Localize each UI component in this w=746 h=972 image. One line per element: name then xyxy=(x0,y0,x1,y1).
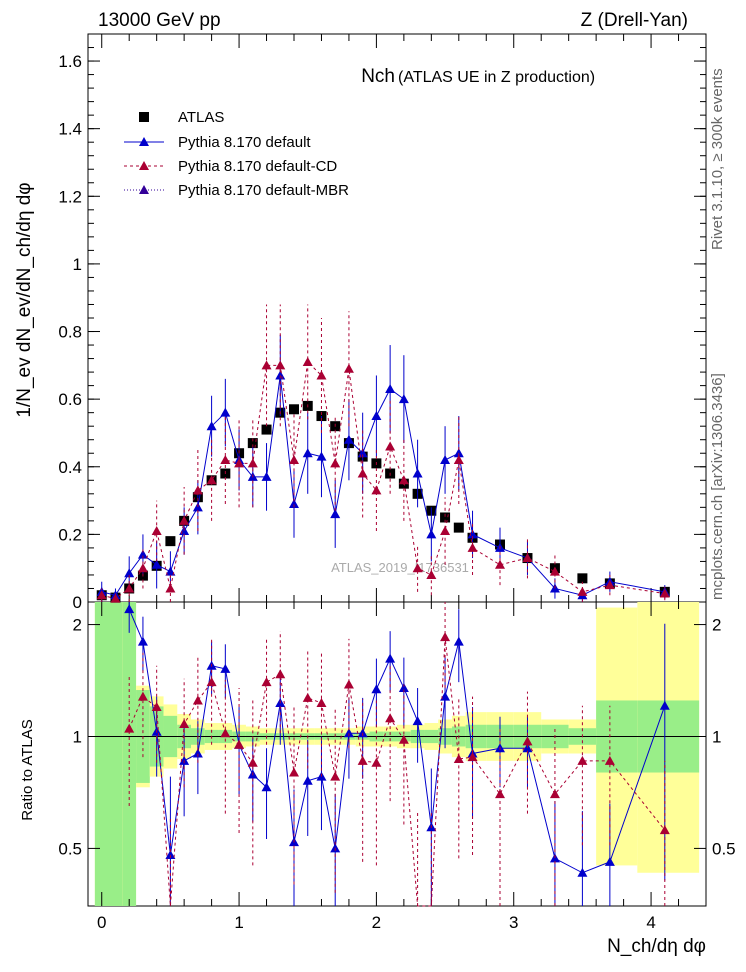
ratio-y-tick-label-right: 2 xyxy=(712,616,721,635)
main-y-axis-label: 1/N_ev dN_ev/dN_ch/dη dφ xyxy=(14,182,35,417)
ratio-point xyxy=(192,695,203,705)
atlas-point xyxy=(453,522,464,533)
uncertainty-band-green xyxy=(94,602,123,906)
ratio-point xyxy=(577,755,588,765)
legend-mbr-label: Pythia 8.170 default-MBR xyxy=(178,182,349,199)
header-right: Z (Drell-Yan) xyxy=(581,10,688,31)
ratio-point xyxy=(343,679,354,689)
main-y-tick-label: 0.8 xyxy=(58,323,82,342)
ratio-layer: 0.5 0.5 1 1 2 2 0 1 2 3 4 xyxy=(58,34,736,932)
main-point xyxy=(96,590,107,600)
ratio-point xyxy=(522,736,533,746)
x-axis-label: N_ch/dη dφ xyxy=(607,936,706,957)
legend: ATLAS Pythia 8.170 default Pythia 8.170 … xyxy=(124,109,349,199)
atlas-point xyxy=(261,424,272,435)
ratio-y-tick-label: 2 xyxy=(73,616,82,635)
ratio-point xyxy=(549,789,560,799)
ratio-panel-frame xyxy=(87,601,707,907)
main-y-tick-label: 1.6 xyxy=(58,52,82,71)
ratio-point xyxy=(453,636,464,646)
main-point xyxy=(165,583,176,593)
x-tick-label: 2 xyxy=(372,913,381,932)
ratio-y-tick-label-right: 0.5 xyxy=(712,839,736,858)
main-point xyxy=(371,485,382,495)
main-y-tick-label: 0 xyxy=(73,593,82,612)
ratio-point xyxy=(151,702,162,712)
x-tick-label: 1 xyxy=(234,913,243,932)
chart-subtitle: (ATLAS UE in Z production) xyxy=(398,69,595,86)
ratio-point xyxy=(261,677,272,687)
ratio-point xyxy=(206,677,217,687)
atlas-point xyxy=(165,536,176,547)
main-point xyxy=(343,363,354,373)
main-y-tick-label: 0.6 xyxy=(58,390,82,409)
main-y-tick-label: 0.4 xyxy=(58,458,82,477)
main-series-line xyxy=(101,360,665,600)
ratio-y-axis-label: Ratio to ATLAS xyxy=(19,719,36,820)
atlas-point xyxy=(440,512,451,523)
ratio-series-line xyxy=(128,637,666,907)
ratio-point xyxy=(124,604,135,614)
ratio-point xyxy=(302,692,313,702)
main-point xyxy=(316,370,327,380)
ratio-y-tick-label: 1 xyxy=(73,727,82,746)
main-point xyxy=(495,559,505,569)
main-point xyxy=(275,370,286,380)
rivet-label: Rivet 3.1.10, ≥ 300k events xyxy=(709,68,726,250)
main-point xyxy=(192,485,203,495)
ratio-point xyxy=(495,789,505,799)
main-layer xyxy=(96,304,670,603)
main-point xyxy=(261,360,272,370)
ratio-y-tick-label: 0.5 xyxy=(58,839,82,858)
main-y-ticks: 0 0.2 0.4 0.6 0.8 1 1.2 1.4 1.6 xyxy=(58,47,706,612)
uncertainty-band-green xyxy=(122,602,137,906)
main-y-tick-label: 1.2 xyxy=(58,187,82,206)
x-tick-label: 0 xyxy=(97,913,106,932)
mcplots-label: mcplots.cern.ch [arXiv:1306.3436] xyxy=(709,373,726,600)
ratio-y-tick-label-right: 1 xyxy=(712,727,721,746)
ratio-point xyxy=(453,753,464,763)
ratio-point xyxy=(440,632,451,642)
legend-cd-marker xyxy=(139,161,149,170)
chart-title: Nch xyxy=(361,66,395,87)
legend-atlas-label: ATLAS xyxy=(178,109,224,126)
main-series-line xyxy=(101,375,665,596)
ratio-point xyxy=(357,755,368,765)
main-point xyxy=(440,526,451,535)
main-y-tick-label: 1 xyxy=(73,255,82,274)
main-point xyxy=(220,455,231,464)
main-point xyxy=(302,356,313,366)
legend-cd-label: Pythia 8.170 default-CD xyxy=(178,158,337,175)
ratio-point xyxy=(275,669,286,679)
main-point xyxy=(385,441,396,451)
ratio-point xyxy=(659,700,670,710)
legend-default-label: Pythia 8.170 default xyxy=(178,134,311,151)
x-tick-label: 3 xyxy=(509,913,518,932)
legend-mbr-marker xyxy=(139,185,149,194)
main-point xyxy=(453,455,464,464)
ratio-point xyxy=(330,771,341,781)
main-y-tick-label: 0.2 xyxy=(58,525,82,544)
legend-default-marker xyxy=(139,137,149,146)
header-left: 13000 GeV pp xyxy=(98,10,221,31)
x-tick-label: 4 xyxy=(646,913,655,932)
atlas-point xyxy=(289,404,299,415)
main-point xyxy=(398,475,409,485)
watermark: ATLAS_2019_I1736531 xyxy=(331,560,469,575)
main-y-tick-label: 1.4 xyxy=(58,120,82,139)
main-point xyxy=(151,526,162,535)
ratio-series-line xyxy=(128,608,666,874)
legend-atlas-marker xyxy=(139,112,149,122)
atlas-point xyxy=(577,573,588,584)
main-point xyxy=(330,458,341,468)
atlas-point xyxy=(247,438,258,449)
